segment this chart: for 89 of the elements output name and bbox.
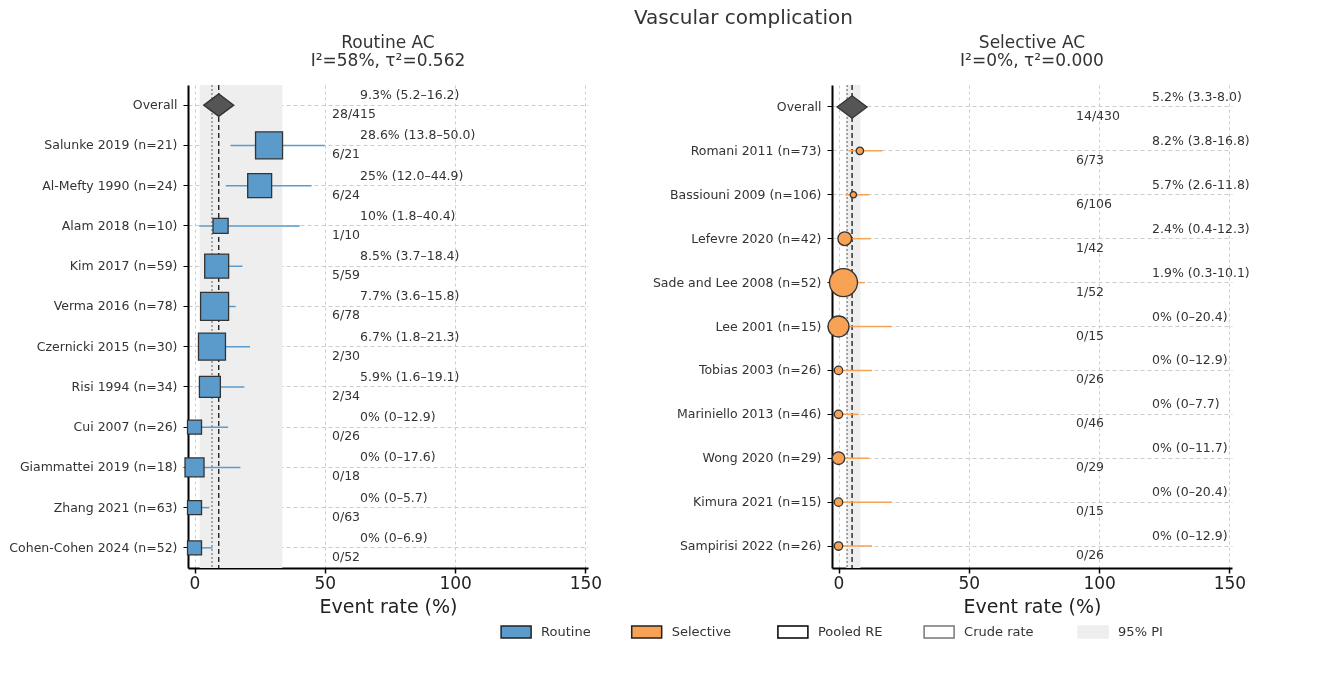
annotation: 6/21 bbox=[332, 146, 361, 162]
annotation: 1.9% (0.3-10.1) bbox=[1152, 264, 1250, 280]
annotation: 0/15 bbox=[1076, 327, 1105, 343]
y-tick-label: Kimura 2021 (n=15) bbox=[693, 494, 822, 510]
annotation: 5/59 bbox=[332, 267, 361, 283]
annotation: 0/18 bbox=[332, 468, 361, 484]
y-tick-label: Cui 2007 (n=26) bbox=[73, 419, 178, 435]
annotation: 0/26 bbox=[1076, 371, 1105, 387]
annotation: 0/26 bbox=[332, 428, 361, 444]
annotation: 28.6% (13.8–50.0) bbox=[360, 127, 476, 143]
y-tick-label: Overall bbox=[776, 98, 822, 114]
chart-title: Routine AC bbox=[341, 32, 435, 53]
annotation: 0/52 bbox=[332, 548, 361, 564]
annotation: 0/46 bbox=[1076, 415, 1105, 431]
x-axis-title: Event rate (%) bbox=[319, 594, 458, 617]
annotation: 25% (12.0–44.9) bbox=[360, 167, 464, 183]
y-tick-label: Verma 2016 (n=78) bbox=[53, 298, 178, 314]
legend-label: Routine bbox=[541, 624, 591, 639]
annotation: 5.7% (2.6-11.8) bbox=[1152, 176, 1250, 192]
annotation: 10% (1.8–40.4) bbox=[360, 207, 456, 223]
x-axis-title: Event rate (%) bbox=[963, 594, 1102, 617]
annotation: 0% (0–20.4) bbox=[1152, 484, 1228, 500]
legend-label: Selective bbox=[671, 624, 732, 639]
y-tick-label: Giammattei 2019 (n=18) bbox=[19, 459, 178, 475]
annotation: 2/34 bbox=[332, 387, 361, 403]
annotation: 5.9% (1.6–19.1) bbox=[360, 368, 460, 384]
annotation: 0% (0–17.6) bbox=[360, 449, 436, 465]
annotation: 0/29 bbox=[1076, 459, 1105, 475]
annotation: 0% (0–5.7) bbox=[360, 489, 428, 505]
annotation: 1/10 bbox=[332, 226, 361, 242]
annotation: 9.3% (5.2–16.2) bbox=[360, 87, 460, 103]
y-tick-label: Risi 1994 (n=34) bbox=[71, 378, 178, 394]
annotation: 7.7% (3.6–15.8) bbox=[360, 288, 460, 304]
legend-label: 95% PI bbox=[1118, 624, 1163, 639]
annotation: 0% (0–12.9) bbox=[1152, 528, 1228, 544]
annotation: 6/106 bbox=[1076, 195, 1113, 211]
annotation: 1/42 bbox=[1076, 239, 1105, 255]
x-tick-label: 50 bbox=[958, 572, 981, 593]
annotation: 8.2% (3.8-16.8) bbox=[1152, 132, 1250, 148]
y-tick-label: Al-Mefty 1990 (n=24) bbox=[42, 177, 178, 193]
y-tick-label: Salunke 2019 (n=21) bbox=[44, 137, 178, 153]
y-tick-label: Kim 2017 (n=59) bbox=[69, 258, 178, 274]
y-tick-label: Lefevre 2020 (n=42) bbox=[691, 230, 822, 246]
chart-subtitle: I²=0%, τ²=0.000 bbox=[960, 50, 1104, 71]
annotation: 2.4% (0.4-12.3) bbox=[1152, 220, 1250, 236]
annotation: 0% (0–7.7) bbox=[1152, 396, 1220, 412]
y-tick-label: Cohen-Cohen 2024 (n=52) bbox=[9, 539, 178, 555]
annotation: 6/73 bbox=[1076, 151, 1105, 167]
y-tick-label: Tobias 2003 (n=26) bbox=[697, 362, 822, 378]
chart-subtitle: I²=58%, τ²=0.562 bbox=[310, 50, 466, 71]
y-tick-label: Overall bbox=[132, 97, 178, 113]
annotation: 1/52 bbox=[1076, 283, 1105, 299]
y-tick-label: Bassiouni 2009 (n=106) bbox=[670, 186, 822, 202]
annotation: 6/24 bbox=[332, 186, 361, 202]
annotation: 5.2% (3.3-8.0) bbox=[1152, 88, 1242, 104]
y-tick-label: Romani 2011 (n=73) bbox=[690, 142, 822, 158]
annotation: 0/15 bbox=[1076, 503, 1105, 519]
annotation: 2/30 bbox=[332, 347, 361, 363]
x-tick-label: 150 bbox=[1213, 572, 1247, 593]
y-tick-label: Wong 2020 (n=29) bbox=[702, 450, 822, 466]
chart-title: Selective AC bbox=[978, 32, 1086, 53]
y-tick-label: Zhang 2021 (n=63) bbox=[53, 499, 178, 515]
annotation: 14/430 bbox=[1076, 107, 1121, 123]
y-tick-label: Mariniello 2013 (n=46) bbox=[676, 406, 822, 422]
annotation: 28/415 bbox=[332, 106, 376, 122]
x-tick-label: 0 bbox=[833, 572, 845, 593]
annotation: 6.7% (1.8–21.3) bbox=[360, 328, 460, 344]
legend-label: Pooled RE bbox=[817, 624, 883, 639]
annotation: 0/63 bbox=[332, 508, 361, 524]
annotation: 0% (0–11.7) bbox=[1152, 440, 1228, 456]
annotation: 0% (0–12.9) bbox=[1152, 352, 1228, 368]
text: Vascular complication bbox=[633, 5, 853, 30]
x-tick-label: 150 bbox=[569, 572, 603, 593]
annotation: 0% (0–20.4) bbox=[1152, 308, 1228, 324]
x-tick-label: 0 bbox=[189, 572, 201, 593]
x-tick-label: 100 bbox=[1083, 572, 1116, 593]
annotation: 0% (0–6.9) bbox=[360, 529, 428, 545]
annotation: 6/78 bbox=[332, 307, 361, 323]
y-tick-label: Czernicki 2015 (n=30) bbox=[36, 338, 178, 354]
annotation: 0/26 bbox=[1076, 547, 1105, 563]
y-tick-label: Sade and Lee 2008 (n=52) bbox=[652, 274, 822, 290]
legend-label: Crude rate bbox=[964, 624, 1034, 639]
x-tick-label: 50 bbox=[314, 572, 337, 593]
annotation: 8.5% (3.7–18.4) bbox=[360, 248, 460, 264]
x-tick-label: 100 bbox=[439, 572, 472, 593]
y-tick-label: Lee 2001 (n=15) bbox=[715, 318, 822, 334]
annotation: 0% (0–12.9) bbox=[360, 409, 436, 425]
y-tick-label: Sampirisi 2022 (n=26) bbox=[679, 538, 822, 554]
y-tick-label: Alam 2018 (n=10) bbox=[61, 217, 178, 233]
